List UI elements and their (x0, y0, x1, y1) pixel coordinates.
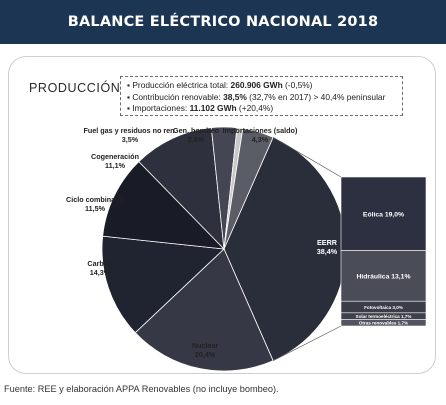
section-title: PRODUCCIÓN (29, 81, 121, 95)
breakdown-connector-bottom (272, 325, 342, 361)
info-prefix: Producción eléctrica total: (132, 80, 231, 90)
info-box: ▪ Producción eléctrica total: 260.906 GW… (120, 76, 403, 116)
bullet-icon: ▪ (127, 103, 130, 113)
info-line-production: ▪ Producción eléctrica total: 260.906 GW… (127, 80, 396, 92)
slice-value-ciclo-combinado: 11,5% (85, 204, 106, 213)
info-value: 38,5% (223, 91, 247, 102)
breakdown-connector-top (272, 137, 342, 178)
source-footnote: Fuente: REE y elaboración APPA Renovable… (4, 384, 279, 394)
info-value: 11.102 GWh (189, 103, 237, 113)
info-prefix: Contribución renovable: (132, 91, 224, 102)
pie-slice-ciclo-combinado (102, 161, 226, 250)
pie-slice-nuclear (134, 248, 274, 372)
slice-value-fuel-gas-y-residuos-no-ren: 3,5% (122, 135, 139, 144)
breakdown-bar-hidraulica (340, 250, 427, 302)
slice-value-importaciones-saldo: 4,3% (252, 135, 269, 144)
slice-value-carbon: 14,3% (90, 268, 111, 277)
slice-label-gen-bombeo: Gen. bombeo (173, 126, 220, 135)
slice-value-nuclear: 20,4% (195, 350, 216, 359)
info-line-renewable: ▪ Contribución renovable: 38,5% (32,7% e… (127, 92, 396, 104)
slice-label-eerr: EERR (317, 238, 338, 247)
bullet-icon: ▪ (127, 91, 130, 102)
breakdown-label-fotovoltaica: Fotovoltaica 3,0% (364, 305, 403, 310)
pie-slice-importaciones-saldo (223, 128, 274, 250)
slice-label-carbon: Carbón (87, 259, 112, 268)
breakdown-label-otras-renovables: Otras renovables 1,7% (359, 321, 408, 326)
slice-value-gen-bombeo: 0,8% (188, 135, 205, 144)
bullet-icon: ▪ (127, 80, 130, 90)
breakdown-label-eolica: Eólica 19,0% (363, 211, 404, 218)
page-banner: BALANCE ELÉCTRICO NACIONAL 2018 (0, 0, 446, 44)
info-line-imports: ▪ Importaciones: 11.102 GWh (+20,4%) (127, 103, 396, 115)
slice-label-nuclear: Nuclear (192, 341, 219, 350)
info-suffix: (-0,5%) (282, 80, 313, 90)
slice-value-cogeneracion: 11,1% (105, 161, 126, 170)
slice-label-cogeneracion: Cogeneración (91, 152, 139, 161)
slice-label-fuel-gas-y-residuos-no-ren: Fuel gas y residuos no ren. (83, 126, 176, 135)
pie-slice-carbon (101, 235, 225, 334)
breakdown-label-solar-termoelectrica: Solar termoeléctrica 1,7% (356, 314, 412, 319)
banner-title: BALANCE ELÉCTRICO NACIONAL 2018 (67, 14, 379, 30)
breakdown-bar-eolica (340, 176, 427, 251)
breakdown-label-hidraulica: Hidráulica 13,1% (356, 273, 410, 280)
info-suffix: (+20,4%) (236, 103, 274, 113)
breakdown-bar-otras-renovables (340, 319, 427, 327)
info-value: 260.906 GWh (230, 80, 283, 90)
slice-label-ciclo-combinado: Ciclo combinado (66, 195, 125, 204)
info-suffix: (32,7% en 2017) > 40,4% peninsular (246, 91, 386, 102)
pie-slice-cogeneracion (138, 127, 225, 251)
slice-label-importaciones-saldo: Importaciones (saldo) (223, 126, 298, 135)
slice-value-eerr: 38,4% (317, 247, 338, 256)
info-prefix: Importaciones: (132, 103, 190, 113)
